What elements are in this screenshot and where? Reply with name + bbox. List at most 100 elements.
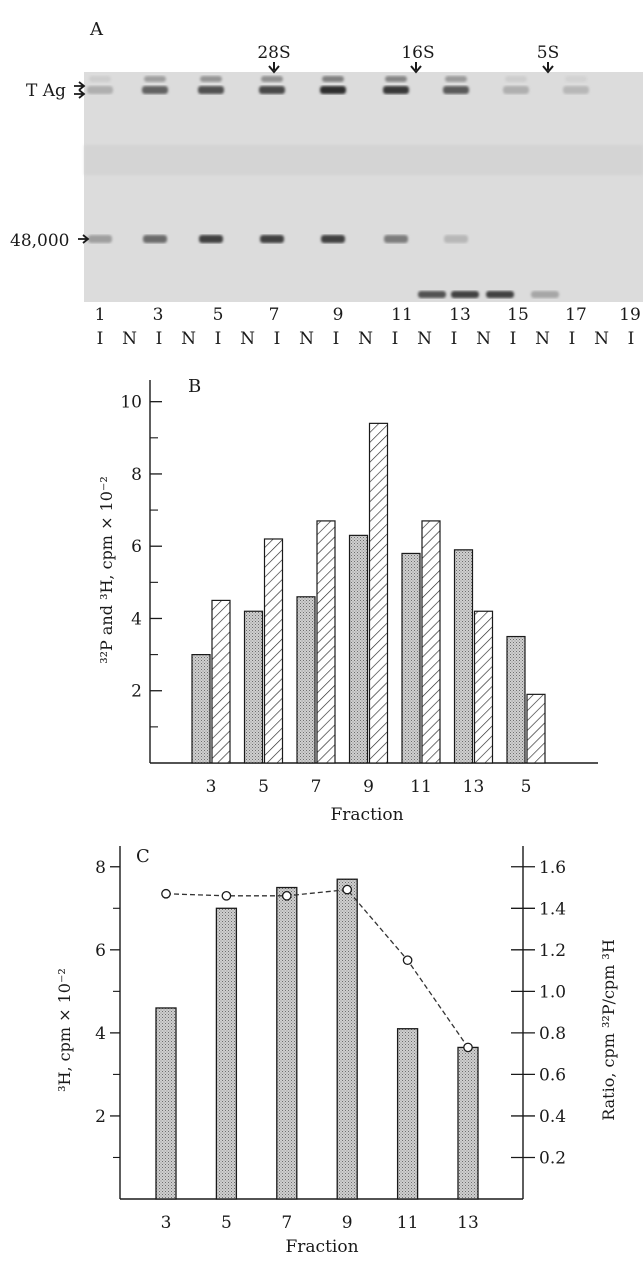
lane-code: I [156, 329, 163, 349]
lane-code: I [569, 329, 576, 349]
marker-28s-label: 28S [257, 43, 290, 63]
y2-tick-label: 1.2 [539, 941, 566, 961]
panel-c: C 2 4 6 8 0.2 0.4 0.6 0.8 1.0 1.2 1.4 1.6 3 5 7 9 11 13… [55, 846, 618, 1257]
low-band [418, 291, 446, 298]
y-tick-label: 10 [120, 393, 142, 413]
x-tick-label: 11 [410, 777, 432, 797]
lane-number: 9 [333, 305, 344, 325]
low-band [451, 291, 479, 298]
bar-hatched [211, 599, 231, 764]
ratio-point [463, 1042, 473, 1053]
ratio-point [281, 890, 292, 901]
lane-number: 5 [213, 305, 224, 325]
lane-code: N [476, 329, 491, 349]
bar-stippled [453, 549, 474, 764]
lane-code: I [274, 329, 281, 349]
tag-band-upper [385, 76, 407, 82]
lane-code: N [594, 329, 609, 349]
48k-band [444, 235, 468, 243]
panel-b-x-axis-label: Fraction [330, 805, 403, 825]
lane-code: N [358, 329, 373, 349]
y-tick-label: 4 [131, 609, 142, 629]
tag-band-upper [322, 76, 344, 82]
lane-number: 1 [95, 305, 106, 325]
lane-code: N [122, 329, 137, 349]
ratio-line [165, 888, 469, 1048]
bar-hatched [421, 520, 441, 764]
x-tick-label: 13 [457, 1213, 479, 1233]
lane-code: N [299, 329, 314, 349]
tag-band-upper [144, 76, 166, 82]
panel-c-right-ticks: 0.2 0.4 0.6 0.8 1.0 1.2 1.4 1.6 [511, 858, 566, 1168]
panel-b-y-ticks: 2 4 6 8 10 [120, 393, 162, 728]
ratio-point [161, 888, 171, 899]
panel-c-ratio-line [161, 884, 473, 1053]
bar-stippled [396, 1028, 419, 1200]
bar-stippled [506, 635, 526, 764]
48k-band [88, 235, 112, 243]
bar-stippled [296, 596, 316, 764]
y-tick-label: 8 [131, 465, 142, 485]
y-tick-label: 2 [131, 682, 142, 702]
lane-number: 17 [565, 305, 587, 325]
tag-band [320, 86, 346, 94]
x-tick-label: 5 [221, 1213, 232, 1233]
bar-stippled [243, 610, 264, 764]
x-tick-label: 5 [521, 777, 532, 797]
bar-hatched [526, 693, 546, 764]
lane-number: 7 [269, 305, 280, 325]
marker-tag-arrow-icon [74, 81, 86, 99]
bar-stippled [155, 1007, 177, 1200]
lane-code: I [333, 329, 340, 349]
lane-number: 11 [391, 305, 413, 325]
lane-code: N [240, 329, 255, 349]
y-tick-label: 6 [131, 537, 142, 557]
y2-tick-label: 0.4 [539, 1107, 566, 1127]
panel-c-bars [155, 878, 479, 1200]
tag-band [259, 86, 285, 94]
y2-tick-label: 1.4 [539, 899, 566, 919]
y-tick-label: 6 [95, 941, 106, 961]
y2-tick-label: 1.0 [539, 982, 566, 1002]
y2-tick-label: 0.8 [539, 1024, 566, 1044]
panel-c-label: C [136, 846, 150, 867]
y-tick-label: 8 [95, 858, 106, 878]
marker-tag-label: T Ag [26, 81, 66, 101]
panel-a: A 28S 16S 5S T Ag 48,000 1 3 5 7 9 11 13 15 17 19… [10, 19, 643, 349]
48k-band [143, 235, 167, 243]
lane-code: N [417, 329, 432, 349]
x-tick-label: 9 [342, 1213, 353, 1233]
x-tick-label: 5 [258, 777, 269, 797]
ratio-point [342, 884, 353, 895]
gel-background [84, 72, 643, 302]
bar-stippled [191, 654, 211, 764]
bar-stippled [348, 534, 369, 764]
bar-hatched [263, 538, 284, 764]
marker-16s-label: 16S [401, 43, 434, 63]
lane-number: 15 [507, 305, 529, 325]
low-band [486, 291, 514, 298]
tag-band [563, 86, 589, 94]
panel-c-y2-axis-label: Ratio, cpm ³²P/cpm ³H [599, 939, 618, 1121]
marker-16s: 16S [401, 43, 435, 74]
bar-stippled [215, 907, 238, 1200]
y2-tick-label: 0.2 [539, 1148, 566, 1168]
gel-midband-haze [84, 145, 643, 175]
y-tick-label: 2 [95, 1107, 106, 1127]
marker-48k: 48,000 [10, 231, 90, 251]
marker-5s: 5S [537, 43, 559, 74]
bar-hatched [473, 610, 494, 764]
panel-a-label: A [89, 19, 104, 40]
y2-tick-label: 1.6 [539, 858, 566, 878]
y2-tick-label: 0.6 [539, 1065, 566, 1085]
tag-band [142, 86, 168, 94]
marker-tag: T Ag [26, 81, 86, 101]
tag-band-upper [200, 76, 222, 82]
panel-b-x-ticks: 3 5 7 9 11 13 5 [206, 777, 532, 797]
panel-c-y-axis-label: ³H, cpm × 10⁻² [55, 968, 74, 1092]
lane-number: 19 [619, 305, 641, 325]
tag-band [503, 86, 529, 94]
low-band [531, 291, 559, 298]
lane-code: I [97, 329, 104, 349]
